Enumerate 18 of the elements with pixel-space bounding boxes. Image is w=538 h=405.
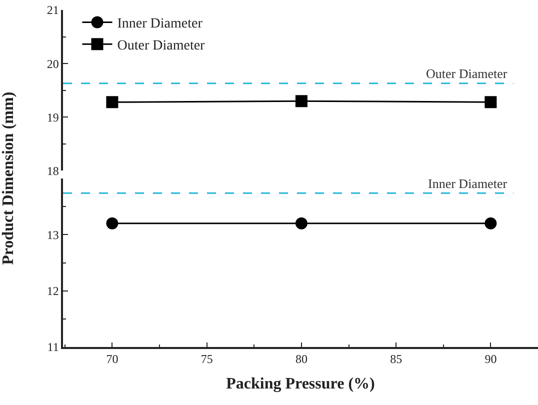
y-axis-title: Product Dimension (mm) (0, 92, 17, 265)
legend-label: Outer Diameter (117, 38, 206, 54)
y-tick-label: 21 (46, 3, 59, 18)
x-tick-label: 80 (295, 352, 308, 366)
y-tick-label: 20 (46, 56, 59, 71)
y-tick-label: 12 (46, 284, 59, 298)
y-tick-label: 18 (46, 164, 59, 178)
y-tick-label: 11 (47, 340, 59, 354)
ref-line-label: Inner Diameter (428, 176, 508, 191)
x-tick-label: 70 (106, 352, 118, 366)
x-tick-label: 85 (390, 352, 402, 366)
x-axis-title: Packing Pressure (%) (226, 375, 375, 392)
y-tick-label: 13 (46, 228, 59, 242)
ref-line-label: Outer Diameter (426, 66, 508, 81)
legend-label: Inner Diameter (117, 16, 203, 32)
y-tick-label: 19 (46, 110, 59, 124)
x-tick-label: 75 (200, 352, 213, 366)
x-tick-label: 90 (484, 352, 497, 366)
